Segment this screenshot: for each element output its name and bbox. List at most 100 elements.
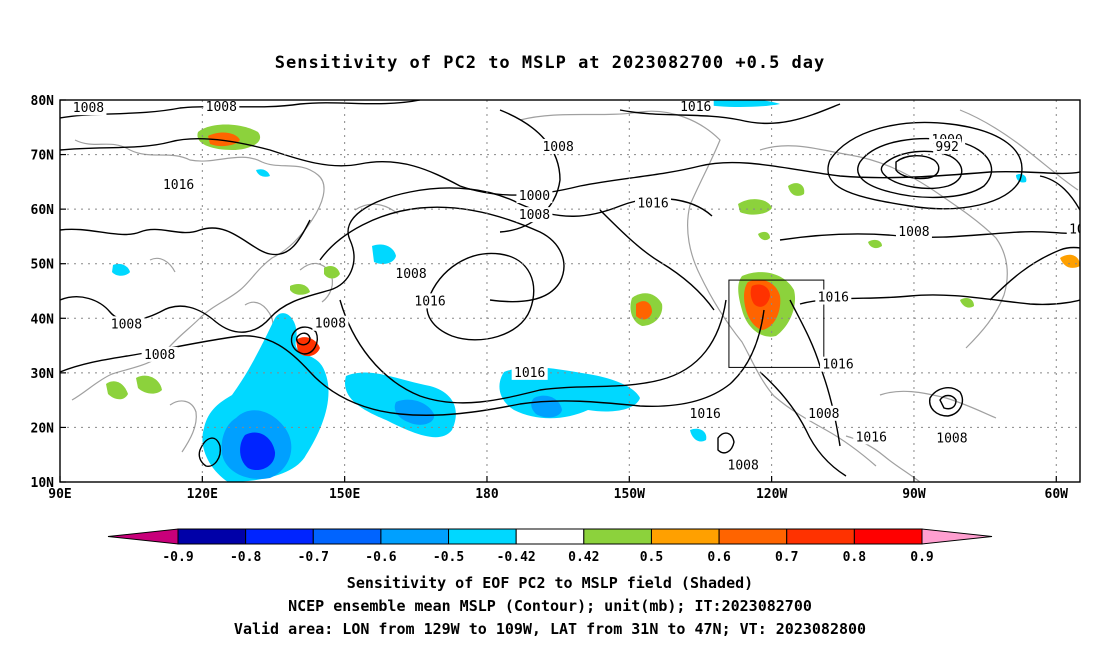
contour-label: 1016 [818, 291, 849, 306]
lat-tick-label: 50N [31, 258, 55, 273]
lon-tick-label: 120W [756, 487, 787, 502]
colorbar-segment [312, 528, 382, 545]
sensitivity-region [750, 284, 770, 307]
colorbar-segment [245, 528, 314, 545]
colorbar-segment [177, 528, 247, 545]
sensitivity-region [394, 399, 435, 425]
isobar [895, 155, 940, 180]
sensitivity-region [136, 375, 162, 394]
colorbar-segment [853, 528, 923, 545]
isobar [759, 371, 847, 477]
isobar [60, 187, 713, 333]
caption-line-2: NCEP ensemble mean MSLP (Contour); unit(… [288, 597, 812, 615]
contour-label-bg [677, 100, 714, 115]
colorbar-label: 0.6 [707, 550, 731, 565]
sensitivity-region [296, 337, 320, 357]
isobar [426, 252, 535, 341]
contour-label: 1016 [822, 358, 853, 373]
contour-label: 1008 [898, 225, 929, 240]
isobar [198, 437, 221, 467]
isobar [857, 137, 993, 199]
contour-label: 1000 [519, 189, 550, 204]
contour-label-bg [815, 289, 852, 305]
colorbar-label: -0.5 [433, 550, 464, 565]
contour-label-bg [635, 195, 672, 211]
colorbar-label: -0.42 [497, 550, 536, 565]
lon-tick-label: 150W [614, 487, 645, 502]
map-gridlines [60, 100, 1080, 482]
lat-tick-label: 10N [31, 476, 55, 491]
colorbar-label: 0.9 [910, 550, 933, 565]
isobar [619, 103, 841, 125]
lon-tick-label: 60W [1045, 487, 1069, 502]
colorbar-label: -0.9 [162, 550, 193, 565]
contour-label: 1008 [542, 140, 573, 155]
sensitivity-region [960, 298, 974, 308]
caption-line-3: Valid area: LON from 129W to 109W, LAT f… [234, 620, 866, 638]
sensitivity-region [788, 183, 805, 196]
isobar [60, 100, 421, 119]
colorbar-segment [786, 528, 855, 545]
isobar [779, 230, 1080, 241]
contour-label-bg [1066, 221, 1080, 237]
isobar [939, 394, 957, 410]
contour-label-bg [70, 100, 107, 116]
map-area: 1008 1008 1016 1008 1008 1008 1008 1016 1016 1016… [60, 100, 1100, 482]
colorbar-label: 0.8 [843, 550, 867, 565]
sensitivity-region [868, 239, 882, 249]
isobar [880, 150, 963, 190]
contour-label: 1016 [414, 294, 445, 309]
sensitivity-region [636, 301, 652, 320]
colorbar-segment [515, 528, 585, 545]
isobar [599, 209, 715, 311]
isobar [989, 246, 1080, 301]
contour-label: 1008 [111, 317, 142, 332]
contour-label-bg [516, 207, 553, 223]
contour-label-bg [312, 315, 349, 331]
contour-label: 1008 [73, 101, 104, 116]
contour-label: 1016 [637, 197, 668, 212]
contour-label: 1016 [163, 178, 194, 193]
colorbar-segment [718, 528, 788, 545]
isobar [929, 387, 964, 417]
colorbar-segment [380, 528, 450, 545]
contour-label: 1008 [808, 407, 839, 422]
latitude-axis: 80N 70N 60N 50N 40N 30N 20N 10N [31, 94, 66, 491]
colorbar-label: 0.5 [640, 550, 663, 565]
isobar [827, 121, 1023, 210]
contour-label-bg [1086, 310, 1100, 325]
map-frame [59, 99, 1081, 483]
contour-label: 1008 [519, 208, 550, 223]
isobar [717, 432, 735, 454]
colorbar: -0.9 -0.8 -0.7 -0.6 -0.5 -0.42 0.42 0.5 0.6 0.7 0.… [107, 528, 993, 565]
longitude-axis: 90E 120E 150E 180 150W 120W 90W 60W [48, 476, 1068, 502]
sensitivity-region [112, 263, 130, 276]
sensitivity-region [1060, 254, 1080, 268]
sensitivity-region [738, 199, 772, 215]
contour-label: 1016 [1069, 222, 1100, 237]
contour-label-bg [853, 429, 890, 445]
contour-label: 1008 [206, 100, 237, 115]
contour-label-bg [820, 356, 857, 372]
sensitivity-region [702, 100, 780, 107]
valid-area-box [728, 279, 825, 368]
contour-labels: 1008 1008 1016 1008 1008 1008 1008 1016 1016 1016… [70, 100, 1100, 474]
sensitivity-region [324, 266, 340, 279]
contour-label-bg [141, 346, 178, 362]
colorbar-segment [448, 528, 517, 545]
figure-title: Sensitivity of PC2 to MSLP at 2023082700… [275, 53, 826, 73]
lon-tick-label: 150E [329, 487, 360, 502]
isobar [339, 299, 727, 404]
contour-label-bg [805, 405, 842, 421]
contour-label-bg [412, 293, 449, 309]
sensitivity-region [240, 432, 276, 471]
sensitivity-region [372, 244, 396, 264]
sensitivity-region [290, 284, 310, 295]
lat-tick-label: 30N [31, 367, 55, 382]
isobar [789, 299, 841, 447]
contour-label: 992 [935, 140, 958, 155]
contour-label-bg [933, 430, 970, 446]
colorbar-label: 0.42 [568, 550, 599, 565]
lat-tick-label: 40N [31, 312, 55, 327]
